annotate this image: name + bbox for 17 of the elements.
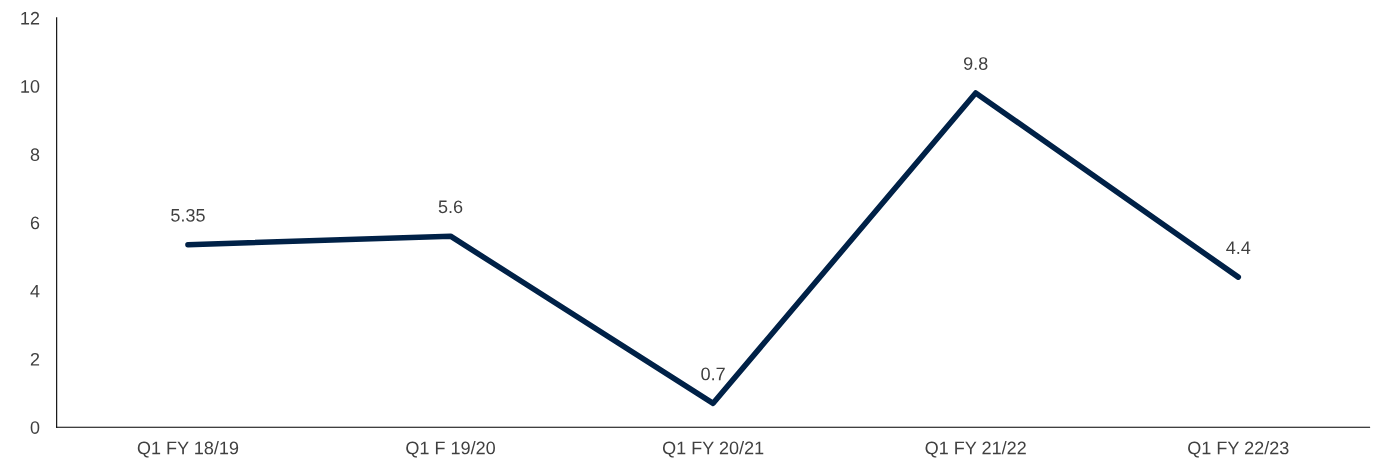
y-tick-label: 2 bbox=[30, 352, 40, 366]
data-label: 5.6 bbox=[438, 200, 463, 214]
data-label: 5.35 bbox=[171, 208, 205, 222]
data-label: 9.8 bbox=[963, 57, 988, 70]
x-tick-label: Q1 F 19/20 bbox=[406, 441, 495, 458]
x-tick-label: Q1 FY 21/22 bbox=[925, 441, 1026, 458]
y-tick-label: 0 bbox=[30, 421, 40, 434]
y-tick-label: 4 bbox=[30, 284, 40, 298]
y-tick-label: 12 bbox=[21, 11, 40, 25]
x-tick-label: Q1 FY 22/23 bbox=[1188, 441, 1289, 458]
x-tick-label: Q1 FY 18/19 bbox=[137, 441, 239, 458]
data-label: 4.4 bbox=[1226, 241, 1251, 254]
y-tick-label: 8 bbox=[30, 148, 40, 162]
data-label: 0.7 bbox=[701, 367, 725, 381]
x-tick-label: Q1 FY 20/21 bbox=[662, 441, 764, 458]
y-tick-label: 6 bbox=[30, 216, 40, 230]
y-tick-label: 10 bbox=[21, 80, 40, 93]
